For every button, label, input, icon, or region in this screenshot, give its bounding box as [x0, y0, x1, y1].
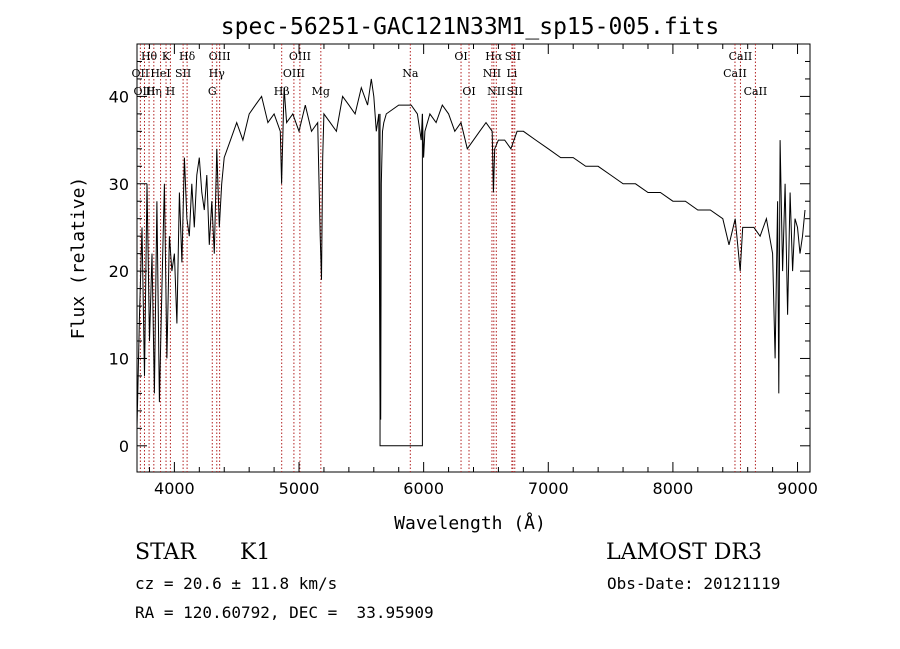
line-label: Hγ: [209, 67, 226, 80]
plot-frame: [136, 43, 811, 473]
object-class: STAR: [135, 540, 196, 565]
line-label: H: [166, 85, 176, 98]
line-label: OIII: [289, 50, 311, 63]
y-tick-label: 10: [109, 349, 129, 368]
redshift-cz: cz = 20.6 ± 11.8 km/s: [135, 574, 338, 593]
obs-date: Obs-Date: 20121119: [607, 574, 781, 593]
line-label: NII: [487, 85, 505, 98]
line-label: Hα: [485, 50, 503, 63]
x-tick-label: 7000: [528, 479, 569, 498]
x-axis-label: Wavelength (Å): [394, 512, 546, 534]
line-label: G: [208, 85, 217, 98]
spectrum-line: [136, 78, 806, 429]
line-label: CaII: [723, 67, 747, 80]
ra-dec: RA = 120.60792, DEC = 33.95909: [135, 603, 434, 622]
line-label: OIII: [209, 50, 231, 63]
line-label: K: [162, 50, 171, 63]
line-label: OII: [132, 67, 150, 80]
line-label: CaII: [744, 85, 768, 98]
object-subclass: K1: [240, 540, 271, 565]
x-tick-label: 4000: [154, 479, 195, 498]
x-tick-label: 5000: [279, 479, 320, 498]
y-tick-label: 0: [119, 437, 129, 456]
line-label: SII: [507, 85, 523, 98]
x-tick-label: 8000: [653, 479, 694, 498]
line-label: CaII: [729, 50, 753, 63]
y-tick-label: 20: [109, 262, 129, 281]
chart-title: spec-56251-GAC121N33M1_sp15-005.fits: [221, 14, 720, 40]
line-label: Na: [402, 67, 419, 80]
line-label: OI: [462, 85, 475, 98]
y-tick-label: 30: [109, 175, 129, 194]
line-label: OIII: [283, 67, 305, 80]
line-label: Hη: [146, 85, 162, 98]
line-label: Li: [506, 67, 517, 80]
y-axis-label: Flux (relative): [68, 177, 89, 340]
line-label: Mg: [312, 85, 330, 98]
line-label: OIII: [133, 85, 155, 98]
line-label: Hδ: [179, 50, 196, 63]
y-tick-label: 40: [109, 87, 129, 106]
line-label: OI: [454, 50, 467, 63]
line-label: SII: [175, 67, 191, 80]
line-label: Hβ: [274, 85, 290, 98]
survey-name: LAMOST DR3: [606, 540, 762, 565]
line-label: HeI: [150, 67, 170, 80]
line-label: NII: [483, 67, 501, 80]
masked-notch: [379, 113, 423, 447]
x-tick-label: 9000: [777, 479, 818, 498]
x-tick-label: 6000: [403, 479, 444, 498]
line-label: SII: [505, 50, 521, 63]
line-label: Hθ: [141, 50, 158, 63]
